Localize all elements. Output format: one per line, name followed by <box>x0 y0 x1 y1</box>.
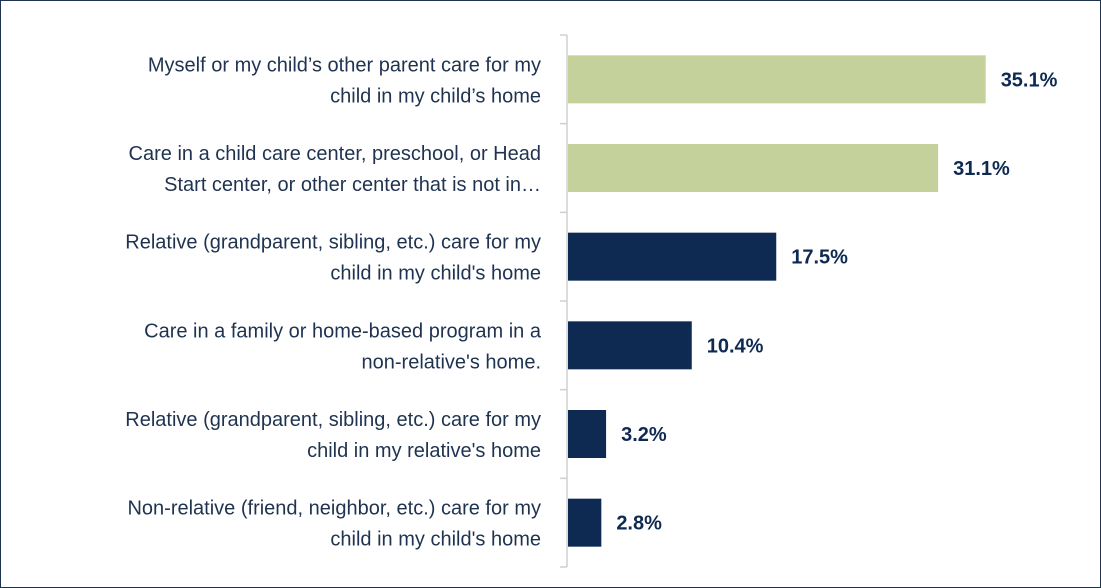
value-label-5: 3.2% <box>621 424 667 446</box>
bars-layer <box>568 55 986 547</box>
value-label-6: 2.8% <box>616 513 662 535</box>
category-label-2-line-2: Start center, or other center that is no… <box>164 174 541 196</box>
category-label-6-line-2: child in my child's home <box>330 529 541 551</box>
value-label-2: 31.1% <box>953 158 1010 180</box>
bar-6 <box>568 498 602 547</box>
value-label-1: 35.1% <box>1001 69 1058 91</box>
category-label-1-line-2: child in my child’s home <box>330 85 541 107</box>
bar-2 <box>568 144 939 192</box>
bar-5 <box>568 410 607 458</box>
category-label-6-line-1: Non-relative (friend, neighbor, etc.) ca… <box>127 498 541 520</box>
bar-4 <box>568 321 692 370</box>
category-label-3-line-2: child in my child's home <box>330 263 541 285</box>
axis-layer <box>560 34 568 568</box>
bar-3 <box>568 232 777 281</box>
category-label-5-line-1: Relative (grandparent, sibling, etc.) ca… <box>125 409 541 431</box>
category-label-2-line-1: Care in a child care center, preschool, … <box>129 143 541 165</box>
labels-layer: 35.1% Myself or my child’s other parent c… <box>125 54 1057 550</box>
category-label-5-line-2: child in my relative's home <box>307 440 541 462</box>
value-label-3: 17.5% <box>791 247 848 269</box>
category-label-4-line-1: Care in a family or home-based program i… <box>144 320 542 342</box>
category-label-1-line-1: Myself or my child’s other parent care f… <box>148 54 541 76</box>
category-label-3-line-1: Relative (grandparent, sibling, etc.) ca… <box>125 232 541 254</box>
category-label-4-line-2: non-relative's home. <box>362 351 541 373</box>
bar-1 <box>568 55 986 104</box>
value-label-4: 10.4% <box>707 335 764 357</box>
